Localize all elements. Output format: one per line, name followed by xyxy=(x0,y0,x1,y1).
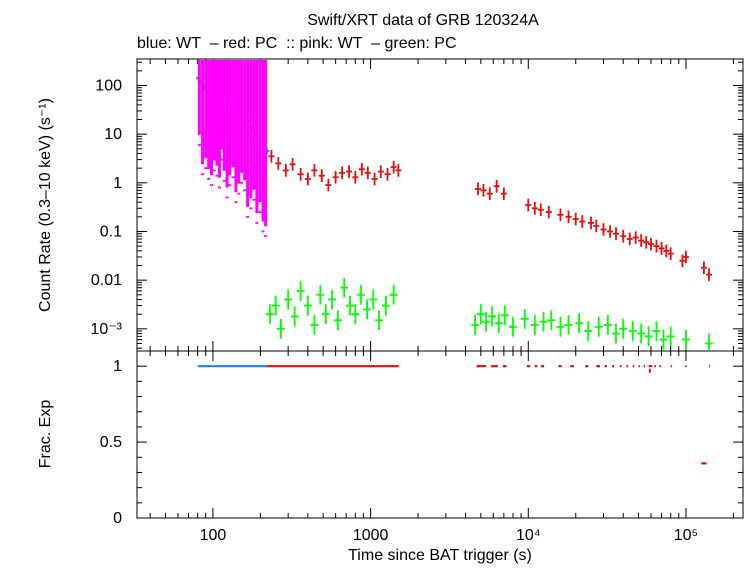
top-panel-axes: 100 10 1 0.1 0.01 10⁻³ xyxy=(90,59,743,351)
y-tick-label: 10 xyxy=(104,126,122,143)
x-tick-label: 10⁵ xyxy=(674,527,698,544)
x-axis-label: Time since BAT trigger (s) xyxy=(348,547,532,564)
x-tick-label: 100 xyxy=(200,527,227,544)
bottom-panel-frame xyxy=(136,350,744,519)
y-tick-label: 0.1 xyxy=(100,223,122,240)
series-2 xyxy=(197,60,268,238)
top-panel-data xyxy=(195,60,714,350)
chart-title: Swift/XRT data of GRB 120324A xyxy=(307,12,539,29)
y-tick-label: 0.01 xyxy=(91,272,122,289)
y-tick-label: 10⁻³ xyxy=(90,321,122,338)
series-3 xyxy=(265,277,714,350)
top-y-axis-label: Count Rate (0.3–10 keV) (s⁻¹) xyxy=(37,98,54,312)
bottom-panel-data xyxy=(197,365,710,465)
bottom-panel-axes: 100 1000 10⁴ 10⁵ 1 0.5 0 xyxy=(100,351,743,544)
bottom-y-axis-label: Frac. Exp xyxy=(37,400,54,469)
y-tick-label: 0 xyxy=(113,510,122,527)
y-tick-label: 1 xyxy=(113,175,122,192)
x-tick-label: 10⁴ xyxy=(516,527,541,544)
chart-subtitle: blue: WT – red: PC :: pink: WT – green: … xyxy=(137,35,457,52)
frac-series-1 xyxy=(266,365,710,465)
y-tick-label: 0.5 xyxy=(100,434,122,451)
y-tick-label: 100 xyxy=(95,77,122,94)
y-tick-label: 1 xyxy=(113,358,122,375)
x-tick-label: 1000 xyxy=(353,527,389,544)
series-1 xyxy=(268,149,713,281)
